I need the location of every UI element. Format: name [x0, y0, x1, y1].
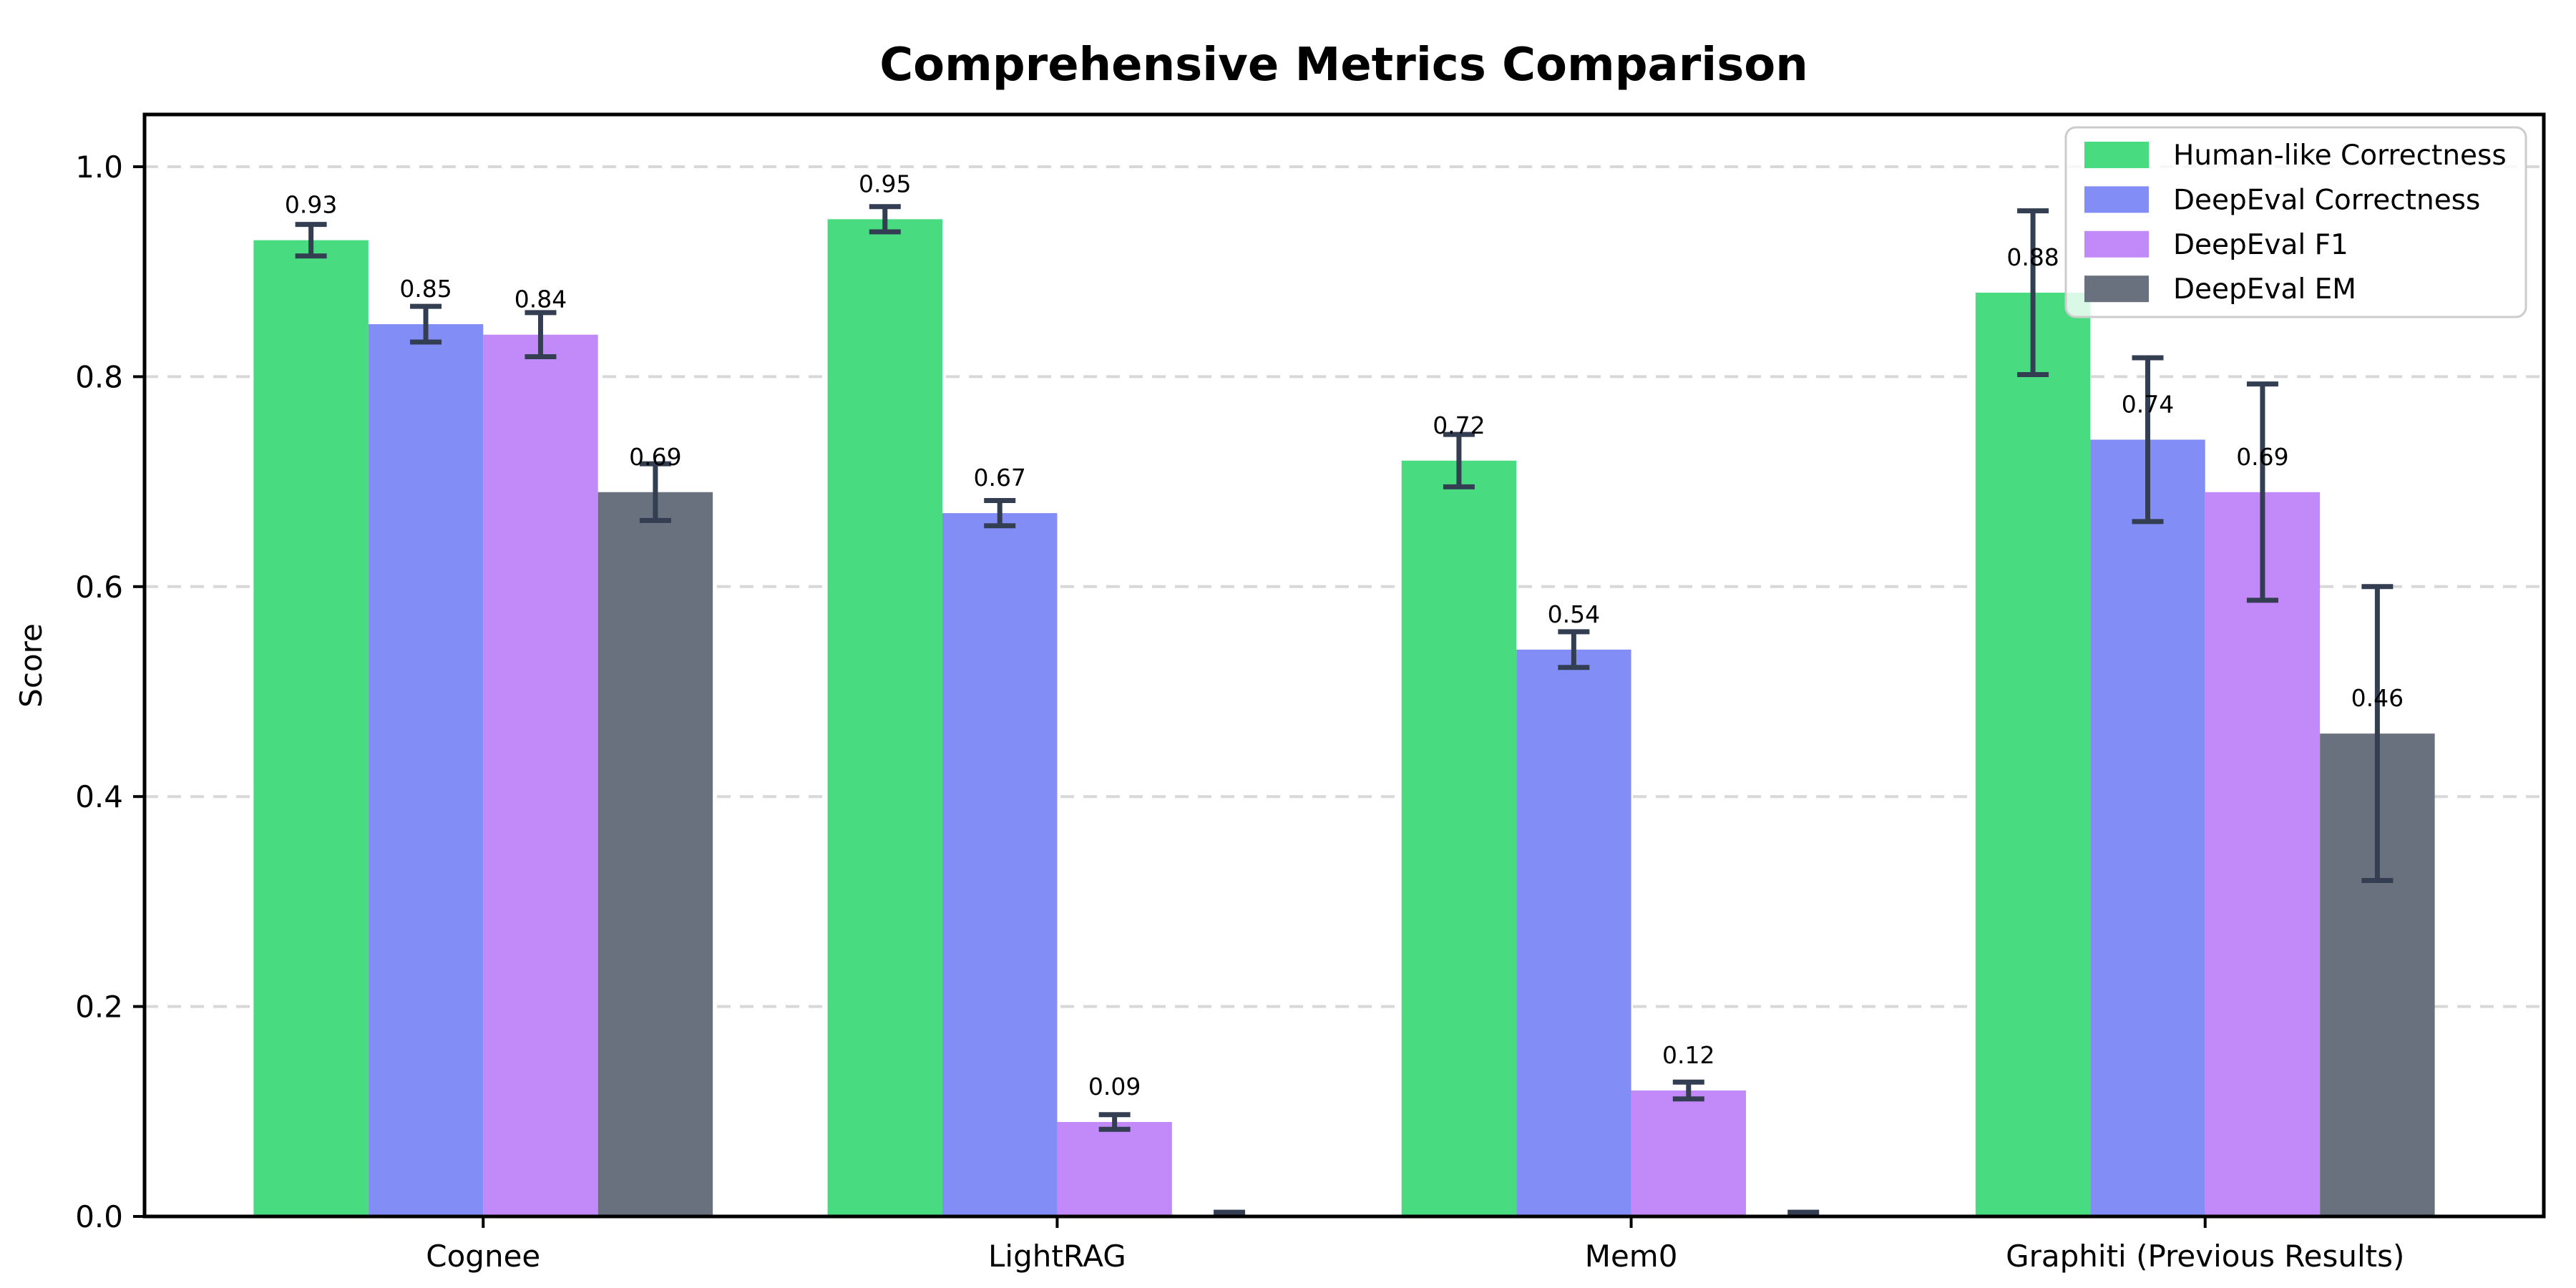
bar-value-label: 0.95: [859, 170, 911, 197]
bar-deepeval-em-0: [597, 492, 713, 1216]
x-tick-label-3: Graphiti (Previous Results): [2006, 1239, 2404, 1274]
legend-label-2: DeepEval F1: [2173, 229, 2348, 261]
bar-value-label: 0.88: [2006, 243, 2059, 271]
legend-group: Human-like Correctness DeepEval Correctne…: [2064, 126, 2527, 318]
bar-value-label: 0.69: [2236, 443, 2288, 471]
bar-value-label: 0.67: [973, 464, 1025, 492]
bar-value-label: 0.72: [1433, 411, 1485, 439]
x-tick-label-2: Mem0: [1585, 1239, 1678, 1274]
legend-swatch-3: [2084, 275, 2149, 303]
bars-group: [253, 219, 2435, 1217]
bar-deepeval-f1-0: [483, 334, 598, 1217]
bar-deepeval-correctness-3: [2090, 439, 2205, 1217]
legend-label-0: Human-like Correctness: [2173, 140, 2507, 172]
y-tick-label: 0.8: [75, 359, 123, 394]
error-bars-group: [295, 204, 2394, 1216]
y-tick-label: 0.4: [75, 779, 123, 814]
legend-label-1: DeepEval Correctness: [2173, 184, 2480, 216]
bar-value-label: 0.85: [399, 275, 452, 303]
bar-deepeval-correctness-0: [368, 324, 484, 1216]
bar-human-like-correctness-2: [1401, 460, 1517, 1216]
bar-value-label: 0.93: [285, 191, 337, 219]
bar-value-label: 0.84: [514, 286, 567, 313]
bar-deepeval-correctness-1: [942, 513, 1058, 1216]
legend-swatch-0: [2084, 142, 2149, 168]
plot-frame: [142, 112, 2546, 1219]
chart-title: Comprehensive Metrics Comparison: [879, 39, 1808, 92]
legend-swatch-1: [2084, 186, 2149, 213]
bar-deepeval-correctness-2: [1516, 649, 1631, 1216]
bar-value-label: 0.46: [2351, 684, 2404, 712]
y-tick-label: 1.0: [75, 150, 123, 185]
y-tick-label: 0.0: [75, 1199, 123, 1234]
bar-deepeval-f1-3: [2205, 492, 2321, 1216]
legend-swatch-2: [2084, 230, 2149, 258]
bar-deepeval-f1-2: [1631, 1090, 1747, 1216]
y-axis-label: Score: [14, 623, 49, 708]
bar-value-label: 0.09: [1088, 1073, 1141, 1101]
bar-human-like-correctness-3: [1975, 293, 2091, 1216]
bar-value-label: 0.74: [2122, 390, 2174, 418]
legend-box: [2064, 126, 2527, 318]
x-tick-label-1: LightRAG: [988, 1239, 1126, 1274]
axes-group: 0.0 0.2 0.4 0.6 0.8 1.0 Cognee LightRAG Mem0 Grap…: [75, 112, 2546, 1274]
y-tick-label: 0.6: [75, 570, 123, 605]
bar-value-label: 0.69: [629, 443, 681, 471]
x-tick-label-0: Cognee: [426, 1239, 540, 1274]
bar-human-like-correctness-1: [827, 219, 942, 1217]
legend-label-3: DeepEval EM: [2173, 273, 2356, 306]
bar-deepeval-f1-1: [1057, 1121, 1172, 1216]
bar-value-label: 0.54: [1548, 600, 1600, 628]
value-labels-group: 0.93 0.95 0.72 0.88 0.85 0.67 0.54 0.74 0.84 0.09…: [285, 170, 2404, 1101]
bar-human-like-correctness-0: [253, 240, 369, 1217]
y-tick-label: 0.2: [75, 990, 123, 1025]
bar-value-label: 0.12: [1662, 1041, 1714, 1069]
